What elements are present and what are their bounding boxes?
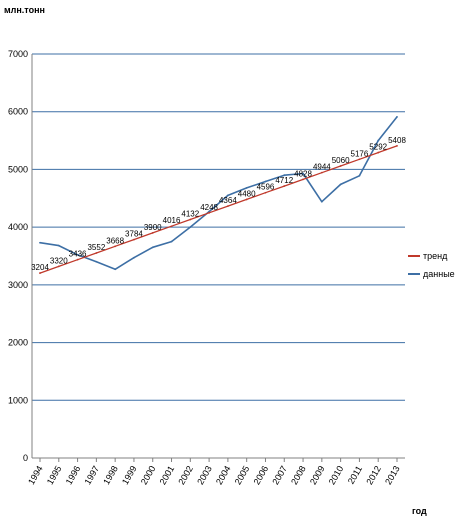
data-label: 3784 — [125, 230, 143, 239]
data-label: 3204 — [31, 263, 49, 272]
data-point-data — [114, 268, 117, 271]
data-point-data — [302, 172, 304, 175]
data-point-data — [133, 256, 135, 259]
data-label: 4364 — [219, 196, 237, 205]
series-line-data — [39, 116, 398, 271]
data-point-data — [358, 174, 361, 177]
data-point-trend — [377, 151, 380, 154]
y-axis-title: млн.тонн — [4, 5, 45, 15]
data-label: 4248 — [200, 203, 218, 212]
data-point-trend — [76, 258, 79, 261]
y-tick-label: 7000 — [8, 49, 28, 59]
y-tick-label: 4000 — [8, 222, 28, 232]
data-point-trend — [151, 232, 154, 234]
data-point-data — [170, 240, 173, 243]
data-point-trend — [95, 252, 98, 254]
data-point-trend — [264, 191, 267, 194]
data-point-trend — [208, 211, 211, 214]
data-point-trend — [339, 165, 342, 167]
data-label: 4480 — [238, 189, 256, 198]
data-point-data — [57, 244, 60, 247]
data-label: 4944 — [313, 163, 331, 172]
data-point-data — [95, 260, 98, 263]
data-label: 5408 — [388, 136, 406, 145]
data-point-trend — [133, 238, 135, 241]
data-point-data — [264, 180, 267, 183]
y-tick-label: 5000 — [8, 164, 28, 174]
y-tick-label: 3000 — [8, 280, 28, 290]
data-label: 4016 — [163, 216, 181, 225]
data-labels: 3204332034363552366837843900401641324248… — [31, 136, 406, 272]
legend: тренд данные — [408, 251, 455, 279]
data-label: 3668 — [106, 236, 124, 245]
data-point-trend — [283, 185, 286, 187]
data-point-data — [151, 246, 154, 249]
data-point-trend — [39, 272, 41, 274]
data-point-trend — [396, 144, 398, 147]
data-label: 4712 — [275, 176, 293, 185]
data-point-data — [377, 139, 380, 142]
data-label: 3552 — [87, 243, 105, 252]
data-point-trend — [320, 171, 323, 174]
data-point-trend — [189, 218, 192, 221]
data-point-data — [189, 226, 192, 229]
data-label: 3320 — [50, 256, 68, 265]
data-label: 3900 — [144, 223, 162, 232]
data-label: 4132 — [181, 210, 199, 219]
legend-entry: данные — [423, 269, 455, 279]
series-lines — [39, 116, 398, 274]
data-point-data — [245, 186, 248, 189]
gridlines — [32, 53, 405, 401]
x-axis-title: год — [412, 506, 427, 516]
data-point-trend — [245, 198, 248, 201]
data-point-data — [226, 194, 229, 197]
data-point-trend — [226, 205, 229, 208]
data-label: 5292 — [369, 143, 387, 152]
data-point-trend — [302, 178, 304, 181]
data-point-data — [396, 116, 398, 118]
data-point-data — [283, 174, 286, 177]
data-point-trend — [170, 225, 173, 228]
legend-entry: тренд — [423, 251, 448, 261]
y-tick-label: 0 — [23, 453, 28, 463]
series-line-trend — [39, 145, 398, 274]
data-point-data — [320, 200, 323, 203]
data-label: 3436 — [69, 250, 87, 259]
y-tick-label: 1000 — [8, 395, 28, 405]
y-tick-label: 2000 — [8, 338, 28, 348]
data-point-data — [339, 183, 342, 186]
data-point-trend — [358, 158, 361, 161]
y-tick-labels: 0 1000 2000 3000 4000 5000 6000 7000 — [8, 49, 28, 463]
data-point-data — [76, 253, 79, 256]
data-point-data — [39, 241, 41, 244]
data-label: 5060 — [332, 156, 350, 165]
data-label: 4828 — [294, 169, 312, 178]
data-point-trend — [114, 245, 117, 248]
data-label: 5176 — [351, 149, 369, 158]
data-point-trend — [57, 265, 60, 268]
y-tick-label: 6000 — [8, 107, 28, 117]
data-label: 4596 — [257, 183, 275, 192]
